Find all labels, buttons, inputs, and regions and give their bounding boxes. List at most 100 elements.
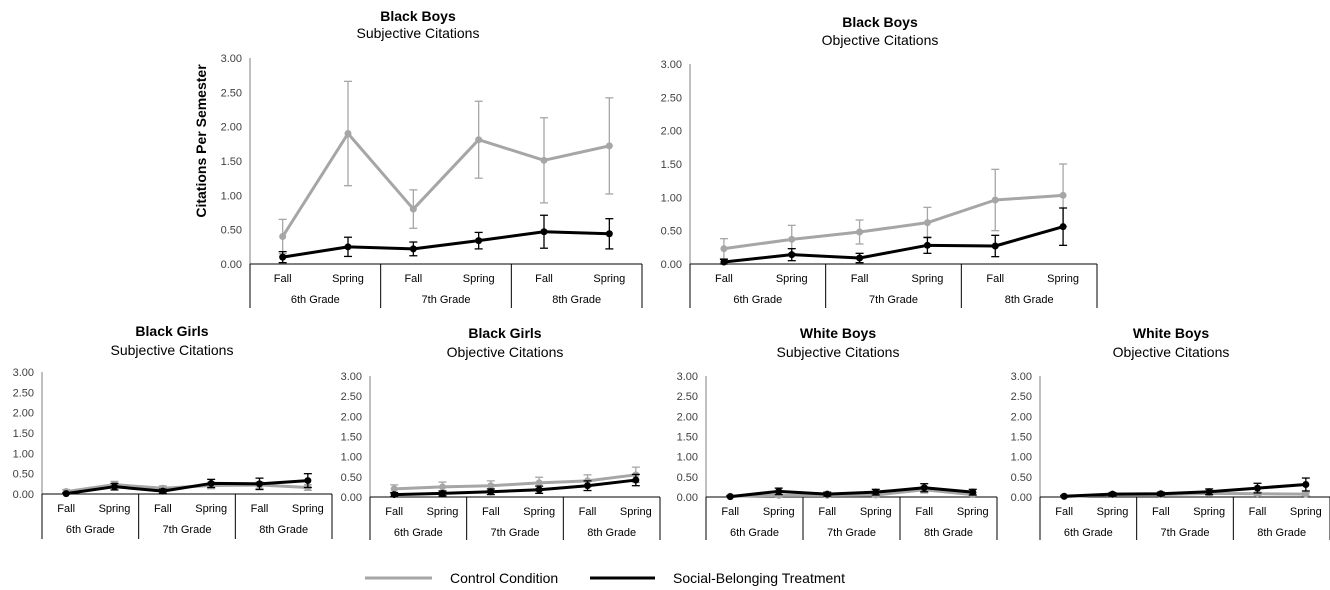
y-tick-label: 0.50: [661, 226, 682, 238]
series-treatment: [390, 473, 640, 499]
y-tick-label: 2.50: [221, 87, 242, 99]
chart-title: Black Boys: [842, 14, 918, 30]
y-tick-label: 0.50: [13, 469, 34, 481]
data-point: [823, 490, 831, 498]
data-point: [856, 254, 864, 262]
group-label: 8th Grade: [924, 527, 973, 539]
data-point: [344, 243, 352, 251]
series-treatment: [1060, 477, 1310, 500]
x-tick-label: Fall: [818, 506, 836, 518]
y-tick-label: 2.50: [661, 92, 682, 104]
y-tick-label: 1.50: [677, 432, 698, 444]
y-tick-label: 0.00: [661, 259, 682, 271]
data-point: [409, 245, 417, 253]
data-point: [788, 251, 796, 259]
y-tick-label: 2.50: [13, 387, 34, 399]
group-label: 7th Grade: [869, 294, 918, 306]
x-tick-label: Spring: [776, 273, 808, 285]
x-tick-label: Fall: [57, 503, 75, 515]
chart-title: White Boys: [800, 325, 876, 341]
series-treatment: [278, 214, 614, 264]
y-tick-label: 0.50: [341, 472, 362, 484]
data-point: [487, 482, 495, 490]
series-control: [719, 163, 1068, 260]
data-point: [475, 237, 483, 245]
y-tick-label: 1.00: [677, 452, 698, 464]
chart-2: Black Boys Objective Citations 0.00 0.50 1.0…: [661, 14, 1098, 308]
group-label: 6th Grade: [66, 524, 115, 536]
y-tick-label: 2.00: [661, 126, 682, 138]
group-label: 8th Grade: [1005, 294, 1054, 306]
group-label: 7th Grade: [163, 524, 212, 536]
series-line: [1064, 483, 1306, 498]
y-tick-label: 0.00: [677, 492, 698, 504]
series-treatment: [719, 207, 1068, 266]
chart-4: Black Girls Objective Citations 0.00 0.50 1.…: [341, 325, 661, 540]
data-point: [62, 490, 70, 498]
y-tick-label: 3.00: [13, 367, 34, 379]
data-point: [1254, 490, 1261, 498]
series-line: [281, 132, 610, 238]
data-point: [920, 484, 928, 492]
chart-subtitle: Objective Citations: [822, 32, 939, 48]
x-tick-label: Spring: [957, 506, 989, 518]
data-point: [923, 241, 931, 249]
y-tick-label: 1.50: [1011, 432, 1032, 444]
series-treatment: [726, 483, 977, 501]
group-label: 8th Grade: [552, 294, 601, 306]
x-tick-label: Spring: [292, 503, 324, 515]
legend: Control Condition Social-Belonging Treatm…: [365, 570, 845, 586]
data-point: [344, 130, 352, 138]
data-point: [605, 230, 613, 238]
chart-subtitle: Objective Citations: [1113, 344, 1230, 360]
data-point: [720, 258, 728, 266]
data-point: [256, 480, 263, 488]
data-point: [390, 485, 398, 493]
chart-title: White Boys: [1133, 325, 1209, 341]
group-label: 6th Grade: [394, 527, 443, 539]
x-tick-label: Spring: [332, 273, 364, 285]
series-line: [723, 193, 1064, 251]
x-tick-label: Fall: [404, 273, 422, 285]
series-control: [278, 80, 614, 255]
data-point: [409, 205, 417, 213]
chart-subtitle: Subjective Citations: [111, 342, 234, 358]
chart-title: Black Girls: [135, 323, 208, 339]
x-tick-label: Spring: [1290, 506, 1322, 518]
data-point: [605, 142, 613, 150]
data-point: [1302, 480, 1310, 488]
data-point: [1157, 490, 1165, 498]
data-point: [720, 245, 728, 253]
x-tick-label: Spring: [427, 506, 459, 518]
chart-5: White Boys Subjective Citations 0.00 0.50 1.…: [677, 325, 998, 540]
x-tick-label: Spring: [1193, 506, 1225, 518]
group-label: 6th Grade: [291, 294, 340, 306]
y-tick-label: 1.50: [341, 432, 362, 444]
data-point: [991, 242, 999, 250]
chart-title: Black Girls: [468, 325, 541, 341]
x-tick-label: Fall: [1152, 506, 1170, 518]
data-point: [279, 253, 287, 261]
series-line: [394, 478, 637, 497]
x-tick-label: Fall: [1249, 506, 1267, 518]
y-tick-label: 1.00: [221, 190, 242, 202]
group-label: 8th Grade: [259, 524, 308, 536]
y-tick-label: 0.50: [1011, 472, 1032, 484]
series-line: [282, 230, 610, 259]
series-treatment: [62, 473, 312, 498]
y-tick-label: 3.00: [1011, 371, 1032, 383]
group-label: 6th Grade: [1064, 527, 1113, 539]
series-line: [730, 486, 973, 499]
y-tick-label: 0.00: [221, 259, 242, 271]
x-tick-label: Fall: [721, 506, 739, 518]
y-tick-label: 1.00: [661, 192, 682, 204]
legend-label: Control Condition: [450, 570, 558, 586]
chart-subtitle: Subjective Citations: [777, 344, 900, 360]
x-tick-label: Fall: [1055, 506, 1073, 518]
y-tick-label: 3.00: [661, 59, 682, 71]
x-tick-label: Fall: [986, 273, 1004, 285]
group-label: 8th Grade: [587, 527, 636, 539]
y-tick-label: 2.50: [677, 391, 698, 403]
data-point: [872, 488, 880, 496]
